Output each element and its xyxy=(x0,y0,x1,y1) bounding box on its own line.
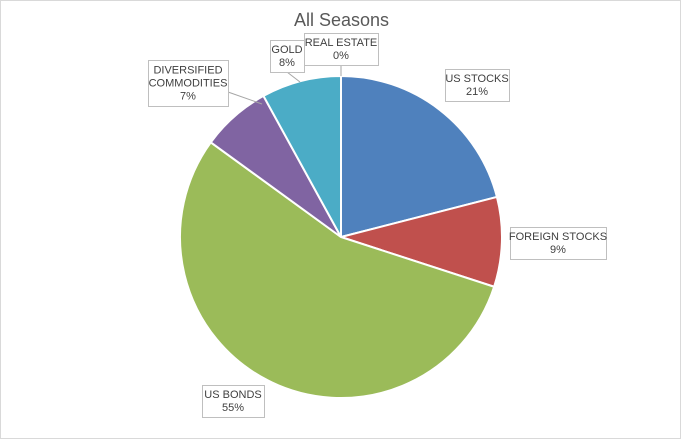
leader-line-diversified-commodities xyxy=(227,91,263,105)
data-label-box-diversified-commodities xyxy=(148,60,229,107)
data-label-value-gold: 8% xyxy=(279,57,295,69)
chart-title: All Seasons xyxy=(293,10,390,30)
data-label-box-real-estate xyxy=(304,33,379,66)
data-label-box-us-bonds xyxy=(202,385,265,418)
data-label-category-us-bonds: US BONDS xyxy=(204,389,261,401)
data-label-category-diversified-commodities: DIVERSIFIED xyxy=(153,65,222,77)
pie-slice-us-bonds xyxy=(179,140,496,399)
data-label-category-foreign-stocks: FOREIGN STOCKS xyxy=(509,231,607,243)
data-label-category-us-stocks: US STOCKS xyxy=(445,73,508,85)
data-label-value-real-estate: 0% xyxy=(333,50,349,62)
data-label-value-diversified-commodities: 7% xyxy=(180,91,196,103)
data-label-value-foreign-stocks: 9% xyxy=(550,244,566,256)
leader-line-gold xyxy=(286,71,301,83)
data-label-box-foreign-stocks xyxy=(510,227,607,260)
data-label-value-us-stocks: 21% xyxy=(466,86,488,98)
pie-slice-gold xyxy=(262,74,342,238)
data-label-category-diversified-commodities: COMMODITIES xyxy=(149,78,228,90)
data-label-value-us-bonds: 55% xyxy=(222,402,244,414)
data-label-box-us-stocks xyxy=(445,69,510,102)
pie-slice-us-stocks xyxy=(340,74,499,239)
data-label-category-gold: GOLD xyxy=(271,44,302,56)
pie-slice-foreign-stocks xyxy=(337,195,503,289)
data-label-category-real-estate: REAL ESTATE xyxy=(305,37,378,49)
